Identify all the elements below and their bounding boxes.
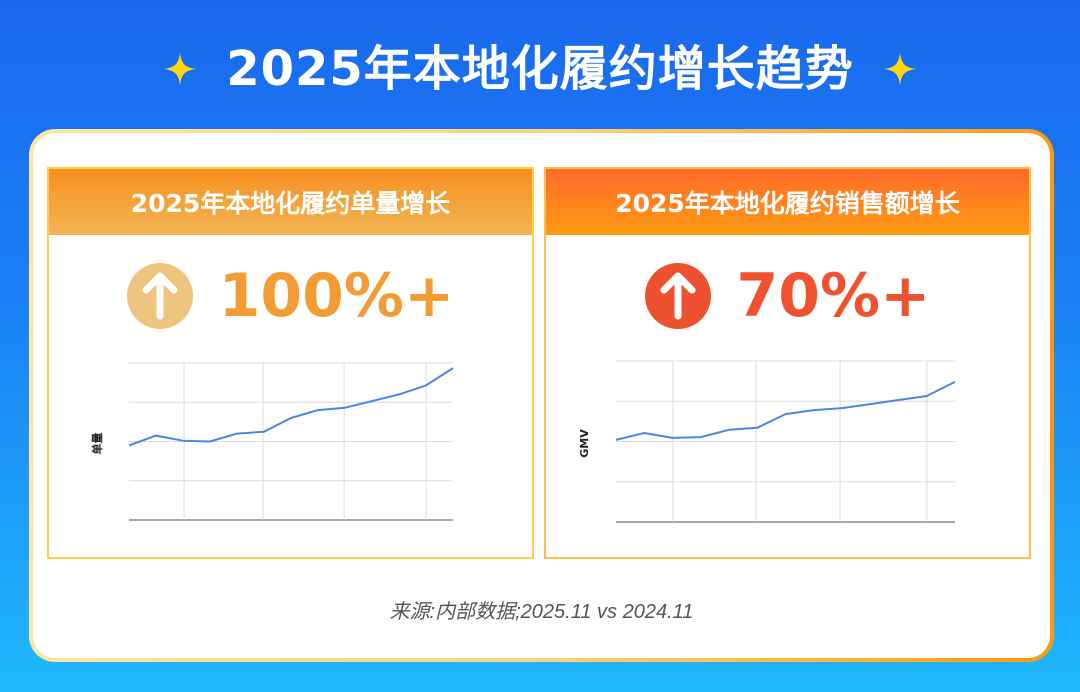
panel-title: 2025年本地化履约单量增长 <box>49 169 532 235</box>
data-line <box>615 381 956 441</box>
stat-row: 70%+ <box>546 261 1029 331</box>
stat-value: 70%+ <box>736 261 931 331</box>
chart-svg: GMV <box>578 360 956 523</box>
data-line <box>128 367 454 447</box>
panel-title: 2025年本地化履约销售额增长 <box>546 169 1029 235</box>
content-card: 2025年本地化履约单量增长 100%+ 单量 2025年本地化履约销售额增长 … <box>29 129 1054 662</box>
chart-svg: 单量 <box>90 362 454 521</box>
header: 2025年本地化履约增长趋势 <box>0 34 1080 104</box>
source-caption: 来源:内部数据;2025.11 vs 2024.11 <box>389 601 694 623</box>
page-title: 2025年本地化履约增长趋势 <box>226 41 854 97</box>
sparkle-icon <box>162 51 198 87</box>
y-axis-label: 单量 <box>90 433 104 455</box>
arrow-up-circle-icon <box>644 263 711 329</box>
stat-value: 100%+ <box>218 261 455 331</box>
sparkle-icon <box>882 51 918 87</box>
y-axis-label: GMV <box>578 429 591 458</box>
arrow-up-circle-icon <box>126 263 193 329</box>
line-chart: 单量 <box>49 359 532 549</box>
line-chart: GMV <box>546 359 1029 549</box>
stat-row: 100%+ <box>49 261 532 331</box>
panel-order-volume: 2025年本地化履约单量增长 100%+ 单量 <box>47 167 534 559</box>
panel-gmv: 2025年本地化履约销售额增长 70%+ GMV <box>544 167 1031 559</box>
